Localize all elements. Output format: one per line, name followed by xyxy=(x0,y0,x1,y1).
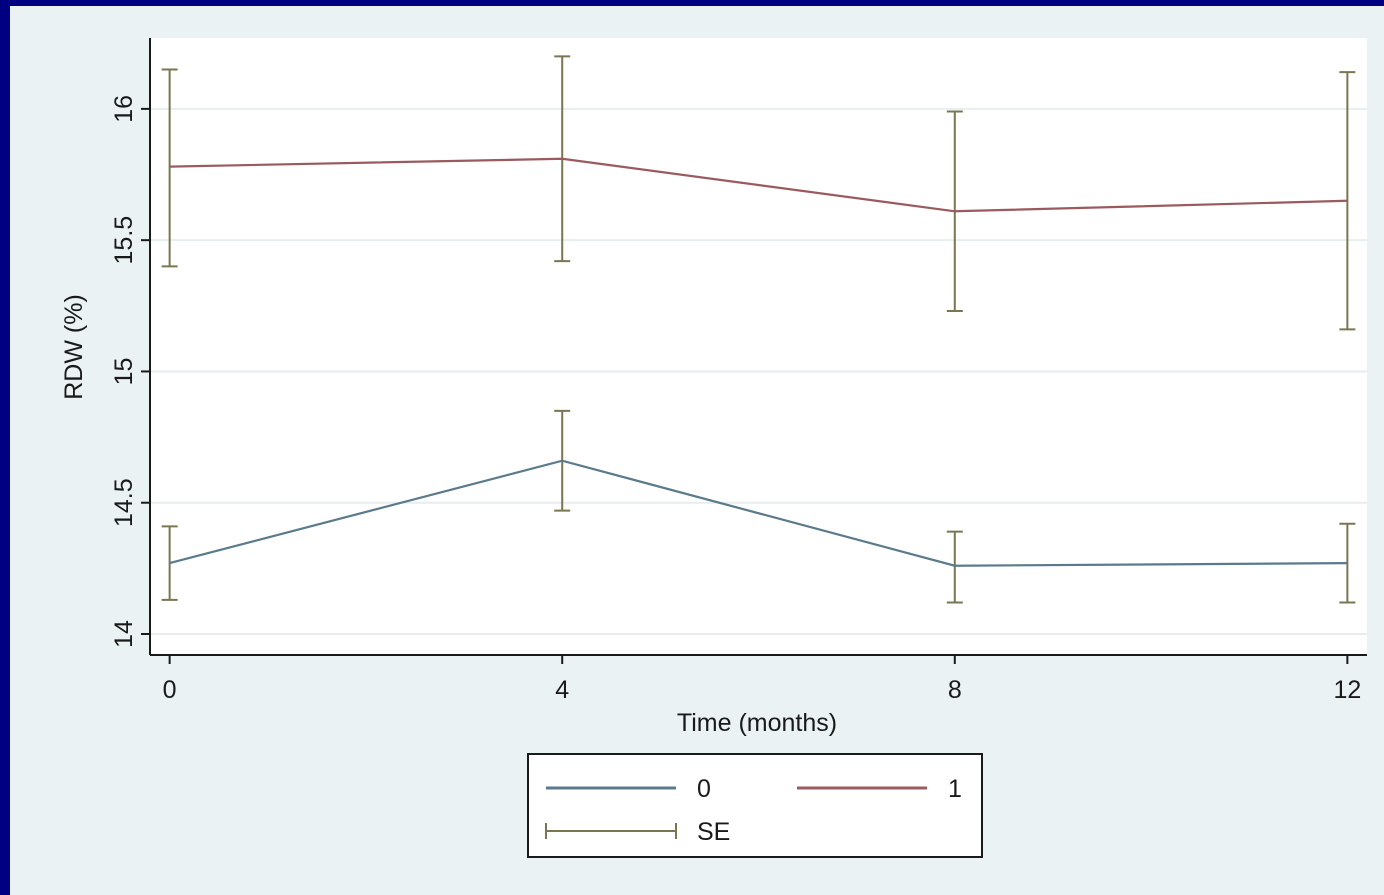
x-tick-label-3: 12 xyxy=(1333,676,1361,704)
series-line-1 xyxy=(169,157,1348,213)
chart-panel: 14 14.5 15 15.5 16 0 4 8 12 Time (months) RDW (… xyxy=(10,6,1384,895)
line-chart: 14 14.5 15 15.5 16 0 4 8 12 Time (months) RDW (… xyxy=(60,38,1367,858)
x-axis-ticks: 0 4 8 12 xyxy=(163,655,1361,704)
series-lines xyxy=(169,157,1348,567)
x-tick-label-0: 0 xyxy=(163,676,177,704)
legend-label-se: SE xyxy=(697,818,730,846)
y-tick-label-4: 16 xyxy=(110,95,138,123)
y-axis-title: RDW (%) xyxy=(60,294,88,400)
legend-label-series-0: 0 xyxy=(697,775,711,803)
x-tick-label-2: 8 xyxy=(948,676,962,704)
y-axis-ticks: 14 14.5 15 15.5 16 xyxy=(110,95,150,648)
legend-label-series-1: 1 xyxy=(948,775,962,803)
y-tick-label-2: 15 xyxy=(110,358,138,386)
legend: 0 1 SE xyxy=(527,753,983,858)
x-axis-title: Time (months) xyxy=(677,709,837,737)
plot-background xyxy=(150,38,1367,655)
legend-swatch-se xyxy=(545,823,677,839)
y-tick-label-0: 14 xyxy=(110,620,138,648)
y-tick-label-3: 15.5 xyxy=(110,216,138,265)
series-line-0 xyxy=(169,459,1348,567)
legend-box xyxy=(527,753,983,858)
gridlines xyxy=(150,107,1367,635)
y-tick-label-1: 14.5 xyxy=(110,478,138,527)
x-tick-label-1: 4 xyxy=(555,676,569,704)
